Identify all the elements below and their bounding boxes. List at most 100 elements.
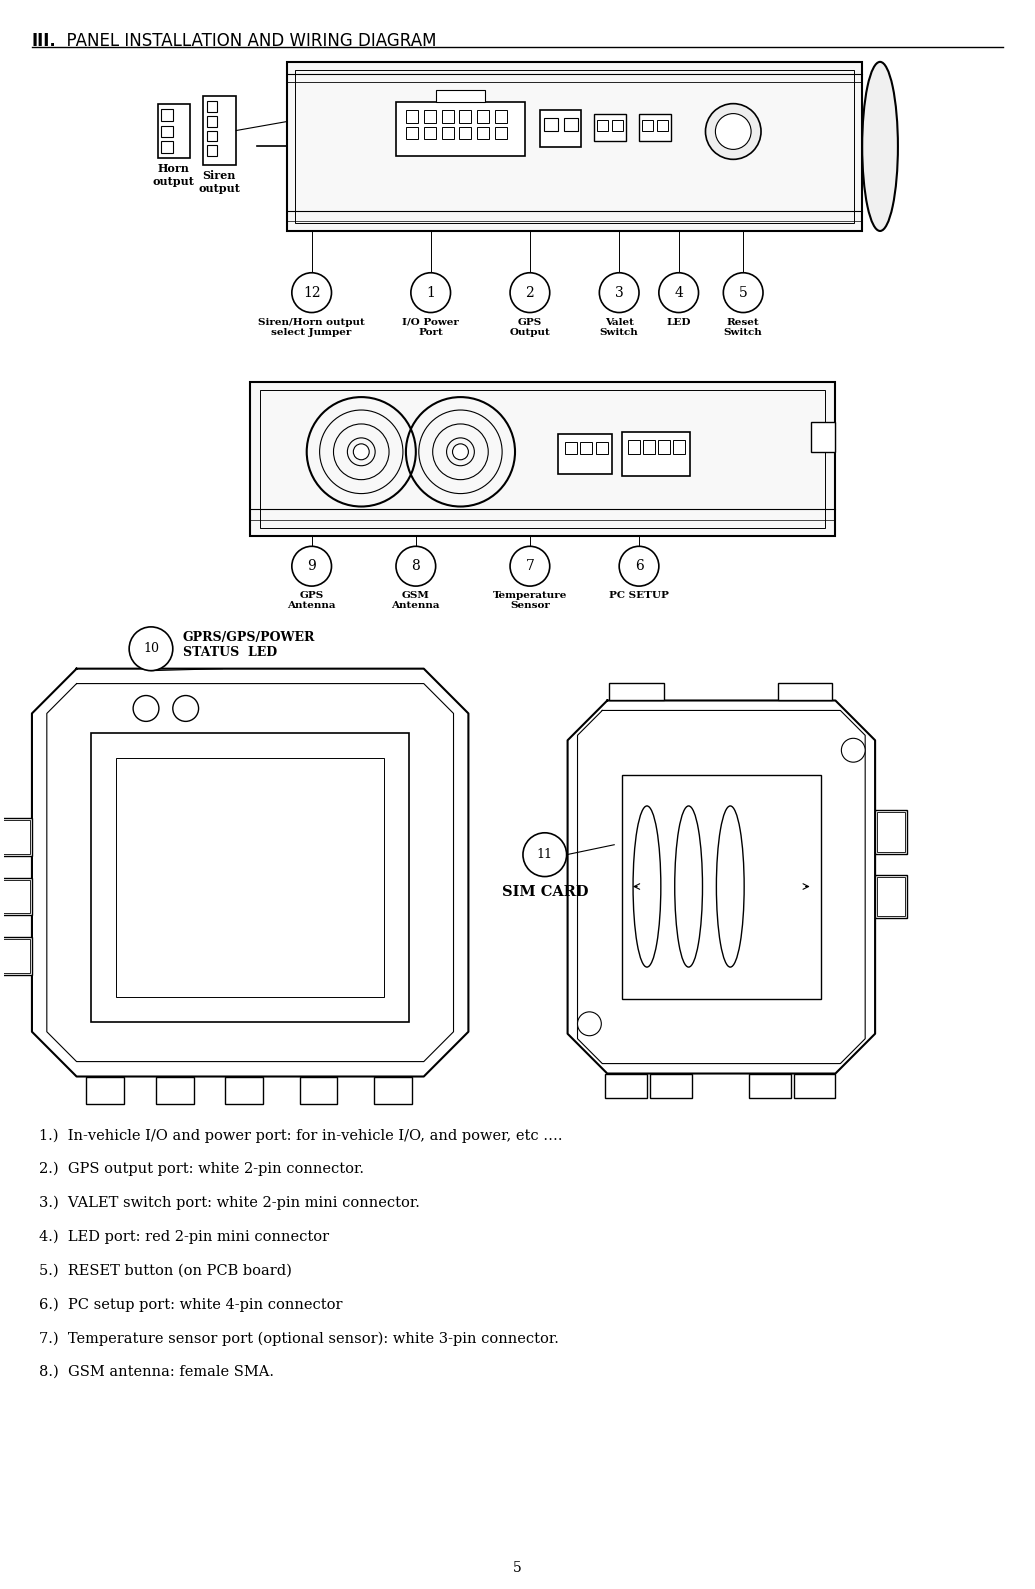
Text: Horn
output: Horn output: [153, 164, 195, 188]
Bar: [460, 127, 471, 140]
Bar: [250, 383, 835, 537]
Bar: [581, 442, 592, 454]
Bar: [650, 1074, 691, 1098]
Circle shape: [578, 1012, 601, 1036]
Bar: [116, 758, 384, 996]
Circle shape: [356, 447, 366, 456]
Text: 12: 12: [303, 286, 321, 300]
Circle shape: [353, 443, 369, 459]
Bar: [876, 874, 907, 918]
Ellipse shape: [862, 62, 898, 230]
Bar: [158, 103, 189, 159]
Bar: [260, 391, 826, 529]
Circle shape: [129, 628, 173, 671]
Bar: [207, 100, 217, 111]
Bar: [436, 89, 485, 102]
Text: PC SETUP: PC SETUP: [609, 591, 669, 601]
Circle shape: [659, 273, 699, 313]
Text: 2: 2: [526, 286, 534, 300]
Bar: [423, 110, 436, 122]
Circle shape: [173, 696, 199, 721]
Text: I/O Power
Port: I/O Power Port: [403, 318, 460, 337]
Bar: [160, 108, 173, 121]
Bar: [396, 102, 525, 156]
Text: 10: 10: [143, 642, 159, 655]
Bar: [203, 95, 236, 165]
Bar: [628, 440, 640, 454]
Bar: [658, 440, 670, 454]
Text: 6: 6: [634, 559, 644, 574]
Text: 11: 11: [537, 849, 553, 861]
Bar: [543, 118, 558, 132]
Text: 3.)  VALET switch port: white 2-pin mini connector.: 3.) VALET switch port: white 2-pin mini …: [39, 1197, 420, 1211]
Text: Siren
output: Siren output: [199, 170, 240, 194]
Circle shape: [599, 273, 639, 313]
Bar: [613, 119, 623, 130]
Bar: [207, 146, 217, 156]
Text: GPRS/GPS/POWER
STATUS  LED: GPRS/GPS/POWER STATUS LED: [183, 631, 315, 659]
Bar: [597, 119, 609, 130]
Bar: [287, 62, 862, 230]
Bar: [565, 442, 576, 454]
Bar: [643, 440, 655, 454]
Bar: [642, 119, 653, 130]
Circle shape: [452, 443, 469, 459]
Text: 6.)  PC setup port: white 4-pin connector: 6.) PC setup port: white 4-pin connector: [39, 1297, 343, 1313]
Text: Siren/Horn output
select Jumper: Siren/Horn output select Jumper: [259, 318, 365, 337]
Bar: [673, 440, 684, 454]
Text: LED: LED: [667, 318, 691, 326]
Text: Reset
Switch: Reset Switch: [723, 318, 763, 337]
Bar: [160, 126, 173, 138]
Bar: [477, 127, 490, 140]
Circle shape: [510, 273, 550, 313]
Text: 5.)  RESET button (on PCB board): 5.) RESET button (on PCB board): [39, 1263, 292, 1278]
Bar: [442, 110, 453, 122]
Bar: [639, 113, 671, 141]
Circle shape: [619, 547, 659, 586]
Bar: [91, 733, 409, 1022]
Bar: [423, 127, 436, 140]
Bar: [0, 820, 30, 853]
Bar: [749, 1074, 791, 1098]
Text: PANEL INSTALLATION AND WIRING DIAGRAM: PANEL INSTALLATION AND WIRING DIAGRAM: [56, 32, 436, 49]
Bar: [406, 127, 418, 140]
Circle shape: [455, 447, 466, 456]
Circle shape: [841, 739, 865, 763]
Bar: [160, 141, 173, 154]
Bar: [0, 939, 30, 972]
Circle shape: [292, 547, 331, 586]
Text: 1.)  In-vehicle I/O and power port: for in-vehicle I/O, and power, etc ….: 1.) In-vehicle I/O and power port: for i…: [39, 1128, 562, 1142]
Circle shape: [873, 138, 888, 154]
Bar: [0, 880, 30, 914]
Text: 2.)  GPS output port: white 2-pin connector.: 2.) GPS output port: white 2-pin connect…: [39, 1162, 364, 1176]
Text: 3: 3: [615, 286, 623, 300]
Text: Valet
Switch: Valet Switch: [600, 318, 639, 337]
Bar: [596, 442, 609, 454]
Bar: [610, 683, 663, 701]
Bar: [477, 110, 490, 122]
Circle shape: [510, 547, 550, 586]
Bar: [0, 938, 32, 976]
Circle shape: [523, 833, 566, 877]
Bar: [594, 113, 626, 141]
Circle shape: [723, 273, 763, 313]
Bar: [876, 810, 907, 853]
Bar: [207, 130, 217, 141]
Text: 4: 4: [674, 286, 683, 300]
Bar: [300, 1076, 337, 1104]
Text: 8.)  GSM antenna: female SMA.: 8.) GSM antenna: female SMA.: [39, 1365, 274, 1379]
Text: GPS
Output: GPS Output: [509, 318, 551, 337]
Bar: [877, 812, 905, 852]
Text: 5: 5: [512, 1560, 522, 1575]
Text: III.: III.: [32, 32, 57, 49]
Bar: [778, 683, 832, 701]
Bar: [622, 775, 821, 999]
Text: 4.)  LED port: red 2-pin mini connector: 4.) LED port: red 2-pin mini connector: [39, 1230, 329, 1244]
Circle shape: [411, 273, 450, 313]
Bar: [295, 70, 854, 222]
Circle shape: [706, 103, 761, 159]
Bar: [207, 116, 217, 127]
Bar: [406, 110, 418, 122]
Bar: [877, 877, 905, 917]
Bar: [460, 110, 471, 122]
